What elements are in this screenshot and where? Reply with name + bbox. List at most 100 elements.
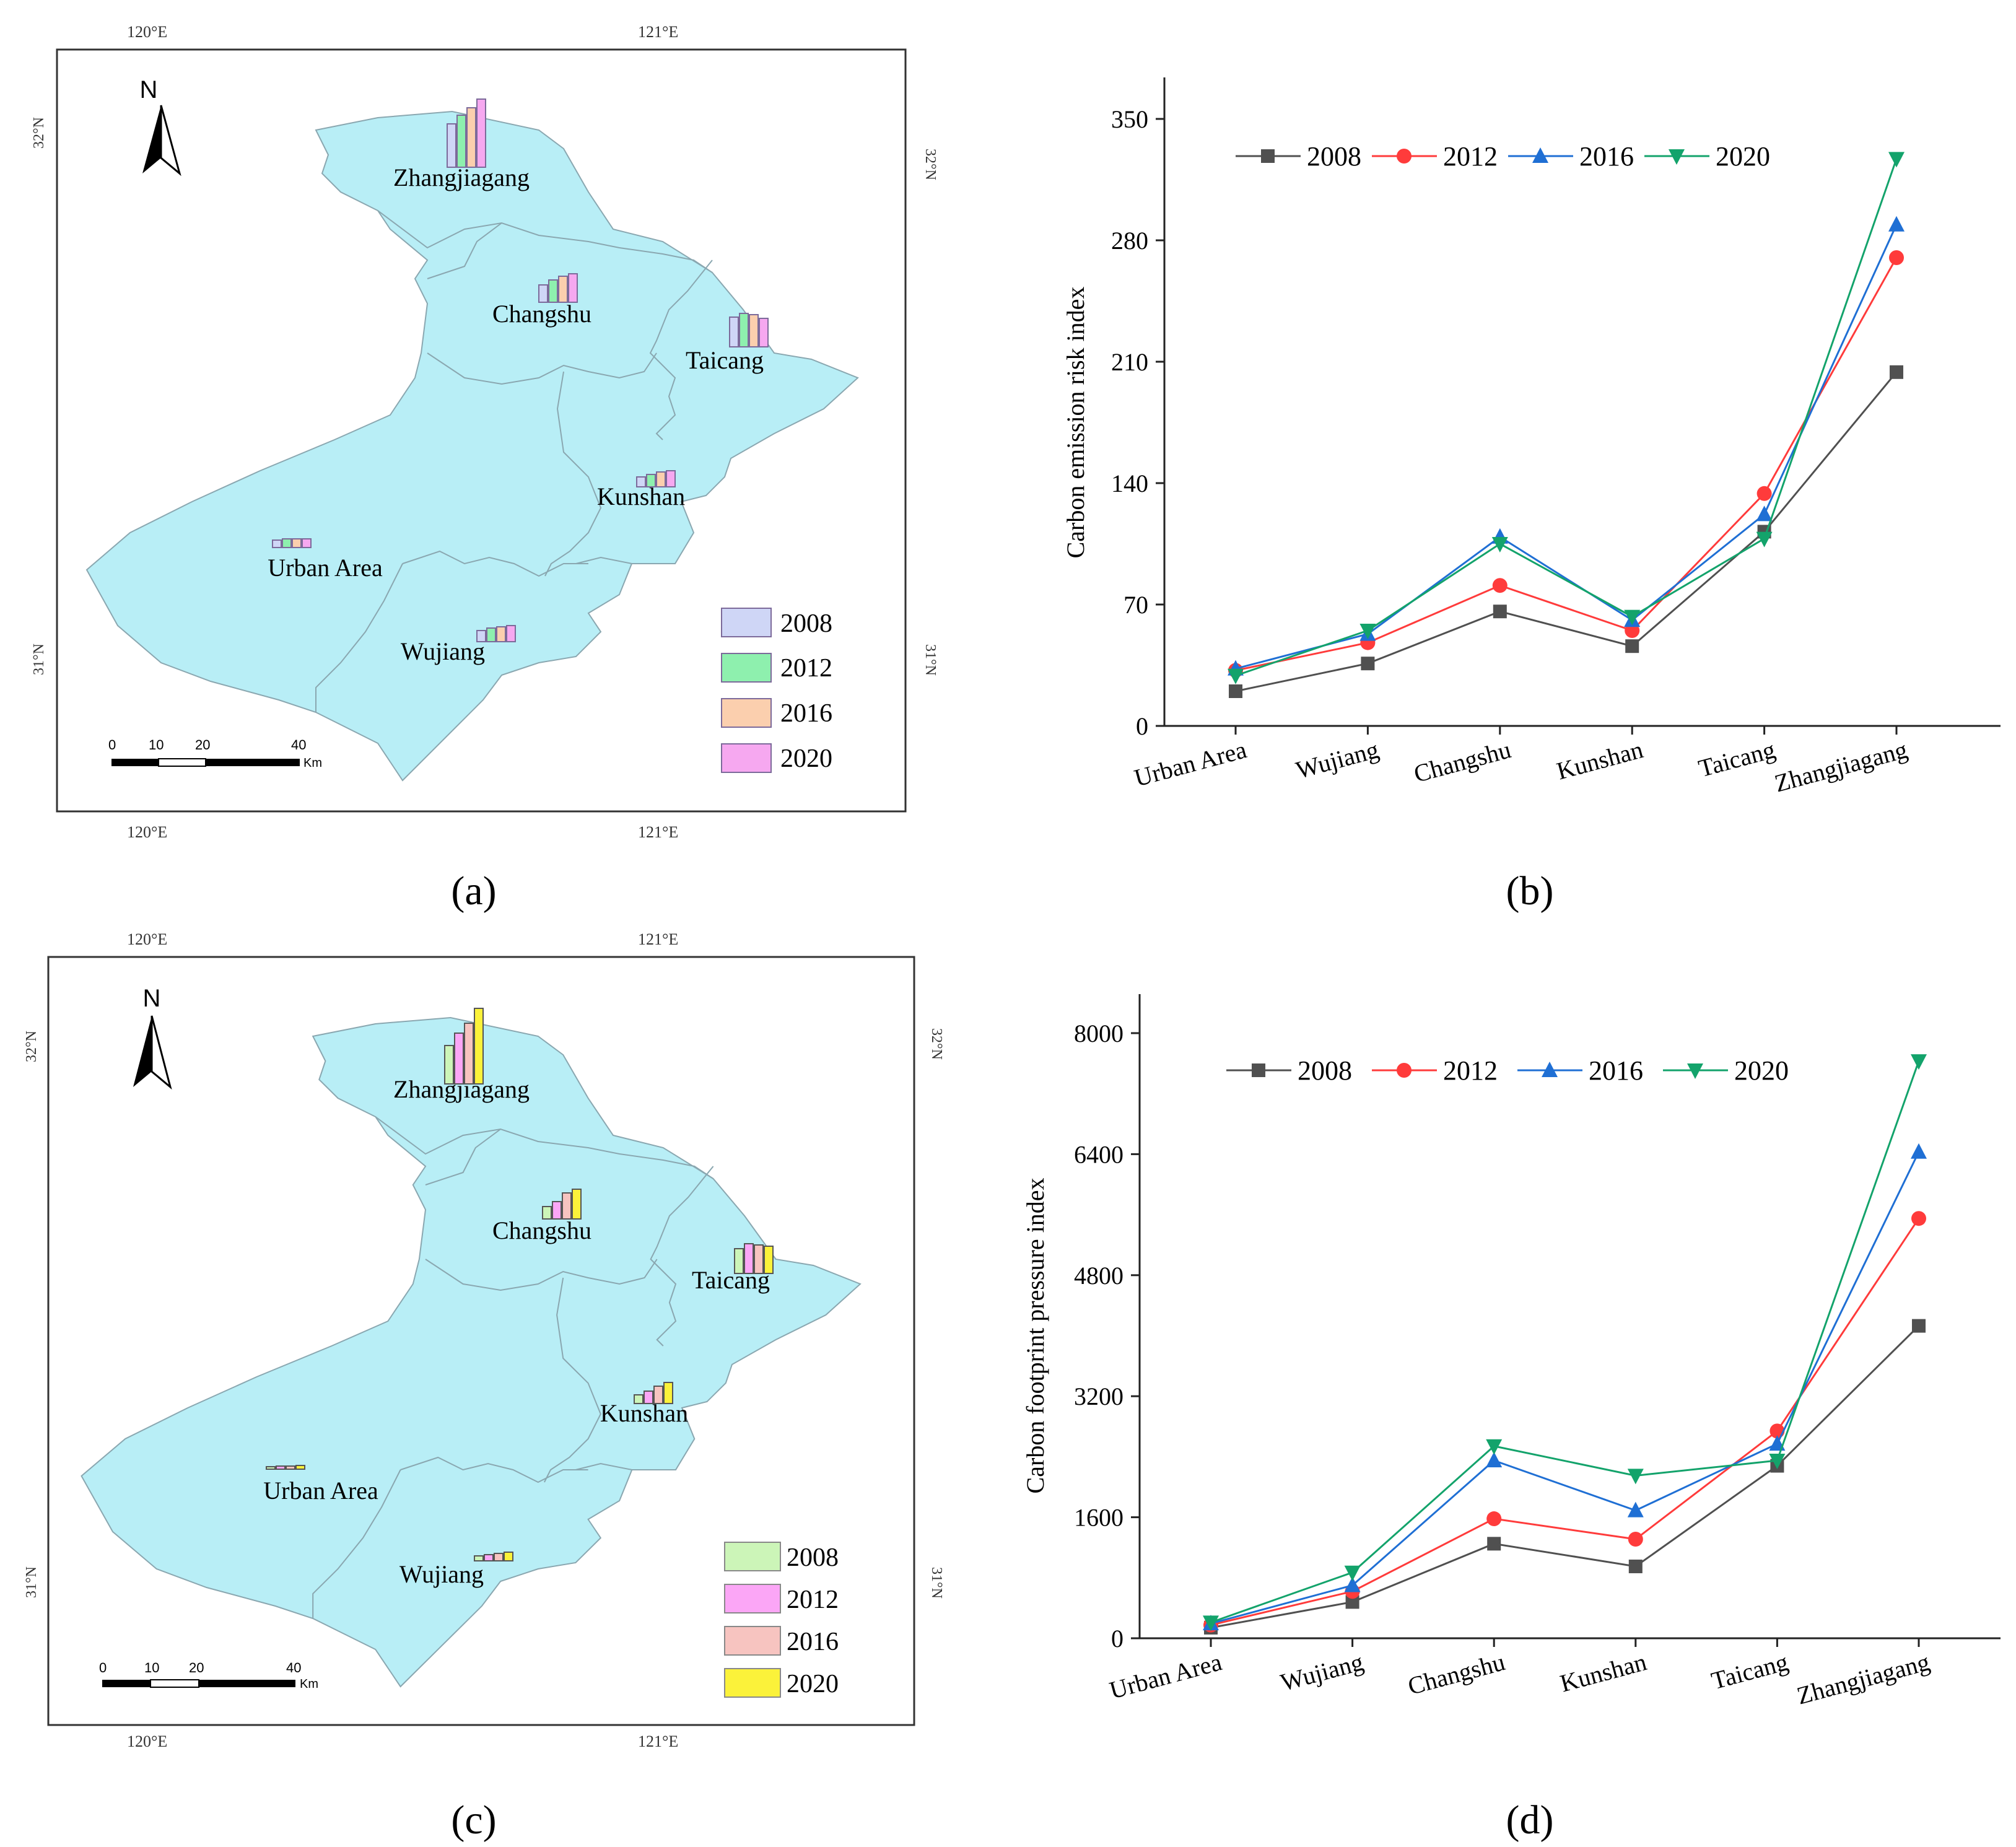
point-2020-0 [1203,1615,1219,1631]
point-2020-5 [1911,1054,1927,1070]
point-2020-1 [1344,1565,1361,1581]
legend-swatch-2008 [721,608,772,637]
panel-label-a: (a) [451,868,496,914]
point-2008-5 [1890,365,1903,379]
point-2016-3 [1627,1501,1644,1517]
svg-text:N: N [143,985,161,1012]
point-2012-4 [1756,486,1772,501]
series-line-2012 [1235,257,1898,671]
north-arrow-icon: N [140,76,181,177]
point-2008-1 [1345,1595,1359,1609]
series-line-2016 [1235,224,1898,670]
lat-label-bottom-c: 31°N [24,1566,40,1598]
svg-text:0: 0 [99,1660,107,1675]
map-a-legend: 2008 2012 2016 2020 [721,608,832,773]
panel-label-b: (b) [1506,868,1554,914]
legend-label-2020: 2020 [1716,141,1770,172]
point-2008-0 [1229,684,1242,698]
lat-label-top: 32°N [31,117,47,149]
point-2012-3 [1628,1532,1643,1547]
x-tick-label: Urban Area [1132,735,1250,792]
y-tick-label: 6400 [1074,1140,1124,1168]
series-line-2008 [1210,1325,1920,1629]
point-2008-2 [1493,605,1507,619]
lat-label-top-right: 32°N [922,149,938,180]
x-tick-label: Zhangjiagang [1794,1648,1932,1709]
region-label-changshu: Changshu [492,300,591,328]
legend-label-2008: 2008 [1298,1055,1352,1086]
x-tick-label: Changshu [1405,1648,1508,1700]
svg-text:10: 10 [144,1660,159,1675]
legend-label-2012: 2012 [1443,1055,1498,1086]
legend-marker-2012 [1397,1063,1412,1078]
map-c-frame [47,956,915,1726]
point-2016-1 [1344,1576,1361,1592]
y-tick-label: 350 [1111,105,1148,133]
bars-changshu-c [542,1189,582,1220]
point-2012-5 [1889,250,1904,265]
lon-label-2: 121°E [638,23,678,41]
svg-text:N: N [140,76,158,103]
x-tick-label: Kunshan [1557,1648,1649,1697]
legend-marker-2008 [1261,149,1275,163]
legend-marker-2020 [1687,1063,1703,1079]
legend-label-2008-c: 2008 [787,1544,839,1572]
svg-text:0: 0 [108,737,116,753]
legend-swatch-2012 [721,653,772,683]
lon-label-1-bottom: 120°E [127,823,167,841]
legend-marker-2020 [1669,149,1685,165]
point-2020-1 [1359,624,1376,639]
legend-swatch-2020-c [724,1668,781,1698]
region-label-wujiang-c: Wujiang [399,1560,484,1588]
legend-swatch-2016 [721,698,772,728]
svg-text:Km: Km [300,1677,318,1691]
point-2020-2 [1491,537,1508,552]
bars-urban-c [266,1465,305,1470]
legend-marker-2012 [1397,149,1412,164]
legend-label-2012-c: 2012 [787,1586,839,1614]
region-label-wujiang: Wujiang [401,637,485,665]
point-2020-4 [1769,1454,1786,1470]
north-arrow-icon: N [133,985,172,1090]
point-2020-5 [1888,152,1905,168]
bars-taicang [729,313,769,347]
legend-label-2016: 2016 [1589,1055,1643,1086]
point-2008-3 [1628,1559,1643,1573]
y-tick-label: 0 [1111,1625,1124,1653]
chart-b: 0 70 140 210 280 350 Urban Area Wujiang Changshu… [1062,77,2001,798]
bars-zhangjiagang [447,98,486,168]
point-2008-1 [1361,657,1375,671]
point-2020-4 [1756,531,1773,548]
x-tick-label: Wujiang [1293,735,1382,784]
point-2020-2 [1486,1439,1503,1455]
point-2012-2 [1492,578,1508,593]
region-label-taicang: Taicang [686,346,764,374]
map-c: 120°E 121°E 120°E 121°E 32°N 31°N 32°N 3… [24,930,945,1750]
y-tick-label: 8000 [1074,1020,1124,1047]
bars-urban [272,538,312,548]
point-2012-2 [1486,1511,1502,1527]
point-2020-0 [1228,668,1244,684]
map-c-legend: 2008 2012 2016 2020 [724,1542,839,1698]
legend-label-2012: 2012 [780,654,832,683]
lat-label-bottom: 31°N [31,644,47,675]
x-tick-label: Kunshan [1554,735,1646,785]
svg-text:40: 40 [286,1660,301,1675]
bars-wujiang [476,625,516,642]
x-tick-label: Changshu [1411,735,1514,788]
bars-wujiang-c [474,1552,513,1561]
x-tick-label: Taicang [1696,735,1778,782]
y-tick-label: 3200 [1074,1382,1124,1410]
point-2016-5 [1888,216,1905,232]
legend-label-2008: 2008 [1307,141,1361,172]
lat-label-top-right-c: 32°N [928,1028,945,1060]
y-tick-label: 4800 [1074,1262,1124,1290]
svg-text:Km: Km [303,756,322,770]
y-axis-label: Carbon footprint pressure index [1021,1178,1049,1494]
map-a-frame [56,48,907,813]
legend-marker-2016 [1542,1062,1558,1077]
point-2008-5 [1912,1319,1926,1333]
svg-text:10: 10 [149,737,164,753]
lon-label-2-c: 121°E [638,930,678,948]
svg-text:20: 20 [189,1660,204,1675]
